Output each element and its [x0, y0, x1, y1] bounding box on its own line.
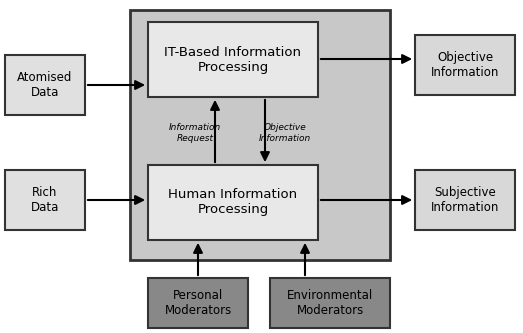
Text: Personal
Moderators: Personal Moderators [164, 289, 232, 317]
Text: Environmental
Moderators: Environmental Moderators [287, 289, 373, 317]
Text: Subjective
Information: Subjective Information [431, 186, 499, 214]
Text: IT-Based Information
Processing: IT-Based Information Processing [165, 46, 301, 74]
Bar [415, 35, 515, 95]
Text: Human Information
Processing: Human Information Processing [168, 188, 298, 216]
Bar [5, 170, 85, 230]
Bar [5, 55, 85, 115]
Bar [148, 278, 248, 328]
Text: Rich
Data: Rich Data [31, 186, 59, 214]
Text: Atomised
Data: Atomised Data [17, 71, 73, 99]
Text: Objective
Information: Objective Information [259, 123, 311, 143]
Text: Objective
Information: Objective Information [431, 51, 499, 79]
Bar [415, 170, 515, 230]
Bar [148, 22, 318, 97]
Bar [148, 165, 318, 240]
Bar [130, 10, 390, 260]
Text: Information
Request: Information Request [169, 123, 221, 143]
Bar [270, 278, 390, 328]
